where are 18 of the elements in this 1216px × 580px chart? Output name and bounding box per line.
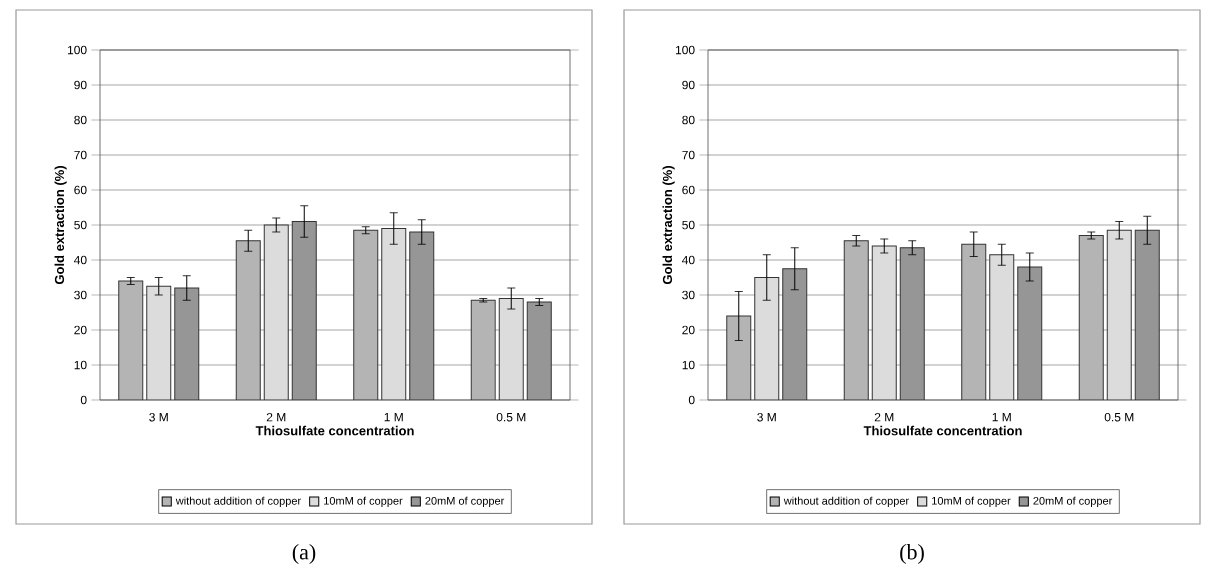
bar xyxy=(498,298,524,400)
bar xyxy=(409,231,435,400)
text: (b) xyxy=(900,544,924,564)
text: (a) xyxy=(292,544,316,564)
bar xyxy=(118,280,144,400)
bar xyxy=(146,285,172,400)
bar xyxy=(726,315,752,400)
bar xyxy=(961,243,987,400)
bar xyxy=(381,228,407,400)
bar xyxy=(235,240,261,400)
bar xyxy=(353,229,379,400)
bar xyxy=(291,221,317,400)
bar xyxy=(526,301,552,400)
bar xyxy=(263,224,289,400)
bar xyxy=(1078,235,1104,400)
bar xyxy=(470,299,496,400)
bar xyxy=(843,240,869,400)
bar xyxy=(174,287,200,400)
